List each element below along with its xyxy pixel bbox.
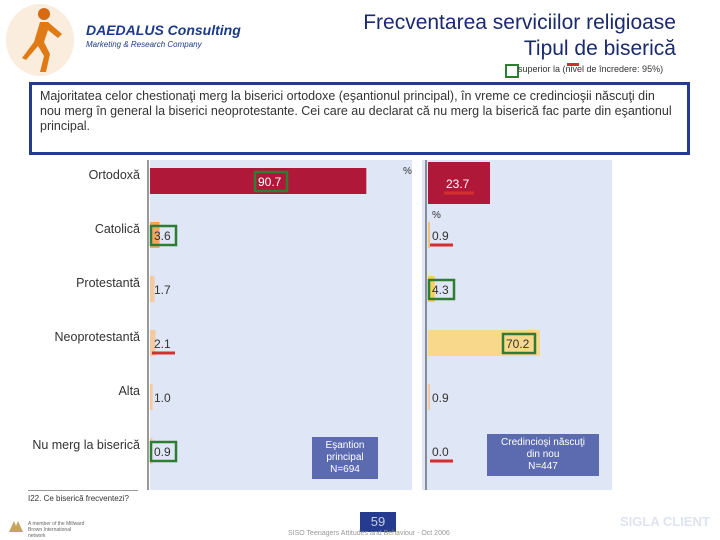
panel-label-born-line1: Credincioşi născuţi [501,437,585,448]
panel-label-main-line1: Eşantion [325,440,365,451]
category-label: Ortodoxă [89,168,140,182]
value-label: 0.9 [154,445,171,459]
value-label: 0.0 [432,445,449,459]
panel-background-0 [150,160,412,490]
significance-higher-marker [149,440,178,463]
bar-born-again [428,222,430,248]
category-label: Alta [118,384,140,398]
value-label: 1.7 [154,283,171,297]
unit-label-main: % [403,166,412,177]
logo-subtitle: Marketing & Research Company [86,40,202,49]
page-number: 59 [360,512,396,532]
value-label: 0.9 [432,391,449,405]
bar-born-again [428,384,430,410]
panel-label-born-line3: N=447 [528,461,558,472]
network-note: A member of the Millward Brown Internati… [28,521,85,539]
value-label: 2.1 [154,337,171,351]
footnote-divider [28,490,138,491]
summary-note: Majoritatea celor chestionaţi merg la bi… [29,82,690,155]
millward-brown-logo-icon [9,521,23,532]
bar-main [150,384,153,410]
church-type-chart: %% Ortodoxă Catolică Protestantă Neoprotesta… [32,160,612,490]
value-label: 0.9 [432,229,449,243]
category-label: Protestantă [76,276,140,290]
value-label: 23.7 [446,177,470,191]
bar-born-again [428,162,490,204]
value-label: 3.6 [154,229,171,243]
legend-lower-marker [567,63,579,66]
runner-logo-icon [6,4,74,76]
unit-label-born-again: % [432,210,441,221]
significance-higher-marker [253,170,289,193]
category-label: Catolică [95,222,140,236]
page-title: Frecventarea serviciilor religioase Tipu… [363,10,676,62]
category-label: Nu merg la biserică [32,438,140,452]
significance-higher-marker [427,278,456,301]
panel-label-main-sample: Eşantion principal N=694 [312,437,378,479]
panel-label-born-again: Credincioşi născuţi din nou N=447 [487,434,599,476]
bar-main [150,222,160,248]
legend-text: superior la (nivel de încredere: 95%) [518,64,664,74]
company-logo: DAEDALUS Consulting Marketing & Research… [86,22,256,52]
value-label: 90.7 [258,175,282,189]
bar-main [150,276,155,302]
legend-higher-marker [505,64,519,78]
significance-higher-marker [149,224,178,247]
panel-label-main-line3: N=694 [330,464,360,475]
panel-label-main-line2: principal [326,452,364,463]
footer-source: SISO Teenagers Attitudes and Behaviour -… [288,530,450,537]
category-label: Neoprotestantă [55,330,141,344]
value-label: 1.0 [154,391,171,405]
logo-title: DAEDALUS Consulting [86,22,241,38]
question-footnote: I22. Ce biserică frecventezi? [28,494,129,503]
bar-born-again [428,276,435,302]
significance-higher-marker [501,332,537,355]
bar-main [150,330,156,356]
page-title-line1: Frecventarea serviciilor religioase [363,11,676,34]
page-title-line2: Tipul de biserică [523,37,676,60]
client-logo-placeholder: SIGLA CLIENT [620,514,710,529]
value-label: 4.3 [432,283,449,297]
panel-label-born-line2: din nou [526,449,560,460]
value-label: 70.2 [506,337,530,351]
